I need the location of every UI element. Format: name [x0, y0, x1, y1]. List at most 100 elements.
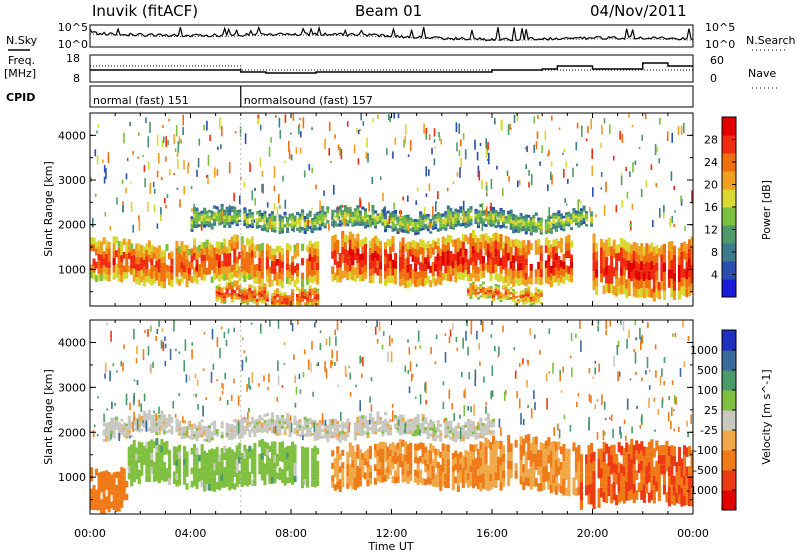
- heatmap-speckle: [609, 418, 611, 420]
- heatmap-speckle: [673, 186, 675, 190]
- heatmap-speckle: [601, 172, 603, 177]
- heatmap-cell: [213, 222, 216, 225]
- heatmap-cell: [369, 413, 372, 416]
- heatmap-cell: [577, 445, 580, 453]
- heatmap-speckle: [356, 128, 358, 133]
- heatmap-cell: [389, 425, 392, 428]
- heatmap-cell: [261, 418, 264, 421]
- heatmap-cell: [221, 425, 224, 428]
- heatmap-speckle: [683, 123, 685, 133]
- heatmap-speckle: [587, 126, 589, 133]
- heatmap-cell: [449, 424, 452, 427]
- heatmap-speckle: [387, 352, 389, 362]
- heatmap-cell: [296, 270, 299, 277]
- heatmap-speckle: [203, 125, 205, 131]
- heatmap-speckle: [488, 153, 490, 165]
- heatmap-speckle: [274, 166, 276, 178]
- heatmap-speckle: [285, 200, 287, 209]
- heatmap-cell: [238, 220, 241, 223]
- heatmap-speckle: [251, 323, 253, 325]
- heatmap-cell: [532, 218, 535, 222]
- heatmap-cell: [263, 214, 266, 217]
- heatmap-cell: [369, 446, 372, 452]
- heatmap-speckle: [532, 227, 534, 229]
- heatmap-speckle: [207, 175, 209, 178]
- heatmap-cell: [316, 277, 319, 284]
- heatmap-speckle: [661, 368, 663, 376]
- heatmap-cell: [178, 421, 181, 424]
- heatmap-cell: [236, 242, 239, 249]
- heatmap-speckle: [597, 399, 599, 401]
- heatmap-speckle: [126, 173, 128, 179]
- heatmap-speckle: [163, 136, 165, 143]
- heatmap-cell: [233, 207, 236, 210]
- heatmap-speckle: [486, 190, 488, 193]
- heatmap-speckle: [121, 361, 123, 366]
- heatmap-speckle: [592, 187, 594, 197]
- heatmap-speckle: [438, 132, 440, 137]
- heatmap-cell: [266, 291, 269, 294]
- heatmap-cell: [369, 465, 372, 471]
- heatmap-cell: [680, 260, 683, 269]
- heatmap-cell: [170, 251, 173, 258]
- heatmap-cell: [256, 302, 259, 305]
- heatmap-cell: [266, 299, 269, 302]
- heatmap-cell: [253, 457, 256, 464]
- heatmap-speckle: [398, 114, 400, 118]
- heatmap-speckle: [429, 134, 431, 140]
- heatmap-speckle: [110, 331, 112, 342]
- heatmap-speckle: [149, 122, 151, 133]
- heatmap-speckle: [295, 403, 297, 408]
- heatmap-speckle: [308, 360, 310, 370]
- heatmap-speckle: [539, 162, 541, 166]
- heatmap-cell: [648, 280, 651, 289]
- heatmap-cell: [273, 441, 276, 448]
- heatmap-cell: [540, 253, 543, 261]
- heatmap-speckle: [134, 380, 136, 382]
- heatmap-cell: [550, 231, 553, 234]
- heatmap-cell: [316, 291, 319, 294]
- heatmap-cell: [673, 246, 676, 255]
- heatmap-speckle: [326, 339, 328, 345]
- heatmap-cell: [236, 235, 239, 242]
- heatmap-cell: [462, 428, 465, 431]
- heatmap-speckle: [467, 406, 469, 411]
- heatmap-speckle: [195, 394, 197, 398]
- heatmap-cell: [178, 479, 181, 486]
- heatmap-speckle: [311, 168, 313, 173]
- heatmap-cell: [376, 411, 379, 414]
- heatmap-cell: [580, 473, 583, 482]
- heatmap-speckle: [559, 429, 561, 438]
- heatmap-speckle: [132, 151, 134, 155]
- heatmap-speckle: [325, 420, 327, 426]
- heatmap-speckle: [432, 206, 434, 216]
- heatmap-speckle: [549, 328, 551, 334]
- heatmap-speckle: [290, 133, 292, 135]
- heatmap-cell: [452, 484, 455, 490]
- heatmap-speckle: [442, 214, 444, 217]
- heatmap-speckle: [145, 118, 147, 124]
- heatmap-cell: [356, 234, 359, 241]
- heatmap-cell: [291, 295, 294, 298]
- heatmap-speckle: [490, 391, 492, 400]
- heatmap-speckle: [293, 354, 295, 360]
- heatmap-speckle: [525, 164, 527, 169]
- heatmap-speckle: [216, 379, 218, 381]
- heatmap-cell: [540, 223, 543, 226]
- heatmap-cell: [281, 441, 284, 448]
- heatmap-cell: [502, 478, 505, 486]
- heatmap-speckle: [366, 138, 368, 148]
- heatmap-cell: [369, 225, 372, 228]
- heatmap-cell: [281, 231, 284, 234]
- heatmap-speckle: [328, 223, 330, 231]
- heatmap-speckle: [299, 118, 301, 120]
- heatmap-cell: [296, 250, 299, 257]
- heatmap-cell: [145, 263, 148, 270]
- heatmap-speckle: [630, 224, 632, 228]
- heatmap-cell: [447, 474, 450, 481]
- heatmap-cell: [422, 424, 425, 427]
- freq-label: Freq.: [8, 54, 35, 67]
- heatmap-speckle: [605, 418, 607, 420]
- heatmap-speckle: [629, 171, 631, 177]
- heatmap-speckle: [464, 405, 466, 416]
